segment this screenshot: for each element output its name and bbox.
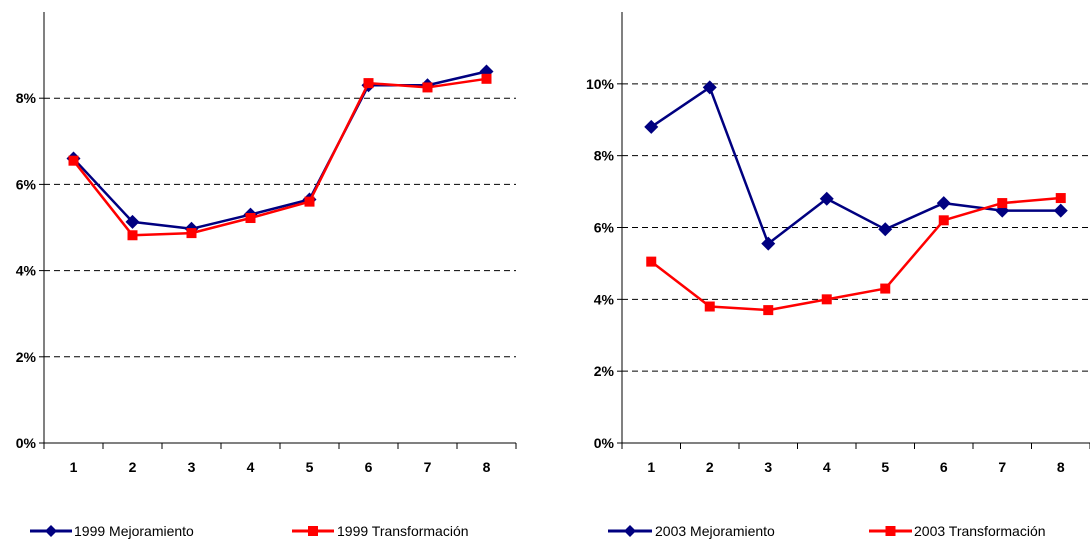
data-point	[936, 196, 951, 211]
data-point	[702, 80, 717, 95]
data-point	[127, 230, 138, 241]
y-tick-label: 4%	[594, 291, 615, 307]
x-tick-label: 2	[129, 459, 137, 475]
legend-marker	[308, 526, 318, 536]
x-tick-label: 1	[647, 459, 655, 475]
data-point	[68, 155, 79, 166]
data-point	[481, 73, 492, 84]
y-tick-label: 0%	[16, 435, 37, 451]
y-tick-label: 2%	[594, 363, 615, 379]
legend-marker	[45, 525, 57, 537]
data-point	[763, 305, 774, 316]
data-point	[644, 119, 659, 134]
x-tick-label: 3	[188, 459, 196, 475]
y-tick-label: 6%	[594, 220, 615, 236]
legend-entry: 1999 Mejoramiento	[30, 523, 194, 539]
series-line	[72, 70, 487, 231]
data-point	[245, 213, 256, 224]
data-point	[1053, 203, 1068, 218]
series-line	[72, 77, 487, 237]
x-tick-label: 7	[998, 459, 1006, 475]
series-1	[644, 80, 1068, 251]
data-point	[304, 196, 315, 207]
legend-label: 2003 Transformación	[914, 523, 1046, 539]
data-point	[704, 301, 715, 312]
x-tick-label: 1	[70, 459, 78, 475]
data-point	[819, 191, 834, 206]
legend-marker	[885, 526, 896, 536]
data-point	[186, 228, 197, 239]
series-2	[646, 193, 1066, 316]
x-tick-label: 4	[823, 459, 831, 475]
x-tick-label: 4	[247, 459, 255, 475]
x-tick-label: 7	[424, 459, 432, 475]
data-point	[646, 256, 657, 267]
data-point	[422, 82, 433, 93]
series-line	[650, 196, 1061, 312]
legend-label: 1999 Mejoramiento	[74, 523, 194, 539]
x-tick-label: 8	[483, 459, 491, 475]
data-point	[880, 283, 891, 294]
legend-entry: 1999 Transformación	[292, 523, 469, 539]
chart-1: 0% 2% 4% 6% 8% 1 2 3 4 5 6 7 8 1999 Mejoramiento 1999 …	[16, 12, 517, 539]
y-tick-label: 6%	[16, 176, 37, 192]
y-tick-label: 0%	[594, 435, 615, 451]
x-tick-label: 8	[1057, 459, 1065, 475]
x-tick-label: 2	[706, 459, 714, 475]
series-2	[68, 73, 492, 241]
data-point	[938, 215, 949, 226]
x-tick-label: 5	[306, 459, 314, 475]
y-tick-label: 4%	[16, 263, 37, 279]
x-tick-label: 3	[764, 459, 772, 475]
y-tick-label: 2%	[16, 349, 37, 365]
legend-label: 1999 Transformación	[337, 523, 469, 539]
data-point	[821, 294, 832, 305]
legend-entry: 2003 Mejoramiento	[608, 523, 775, 539]
data-point	[125, 214, 140, 229]
legend-marker	[624, 525, 636, 537]
data-point	[997, 198, 1008, 209]
series-line	[650, 86, 1061, 245]
y-tick-label: 8%	[16, 90, 37, 106]
x-tick-label: 6	[940, 459, 948, 475]
legend-label: 2003 Mejoramiento	[655, 523, 775, 539]
y-tick-label: 8%	[594, 148, 615, 164]
x-tick-label: 6	[365, 459, 373, 475]
data-point	[363, 78, 374, 89]
x-tick-label: 5	[881, 459, 889, 475]
data-point	[1055, 193, 1066, 204]
y-tick-label: 10%	[586, 76, 615, 92]
data-point	[761, 236, 776, 251]
chart-2: 0% 2% 4% 6% 8% 10% 1 2 3 4 5 6 7 8 2003 Mejoramiento 20…	[586, 12, 1090, 539]
data-point	[878, 222, 893, 237]
legend-entry: 2003 Transformación	[869, 523, 1046, 539]
